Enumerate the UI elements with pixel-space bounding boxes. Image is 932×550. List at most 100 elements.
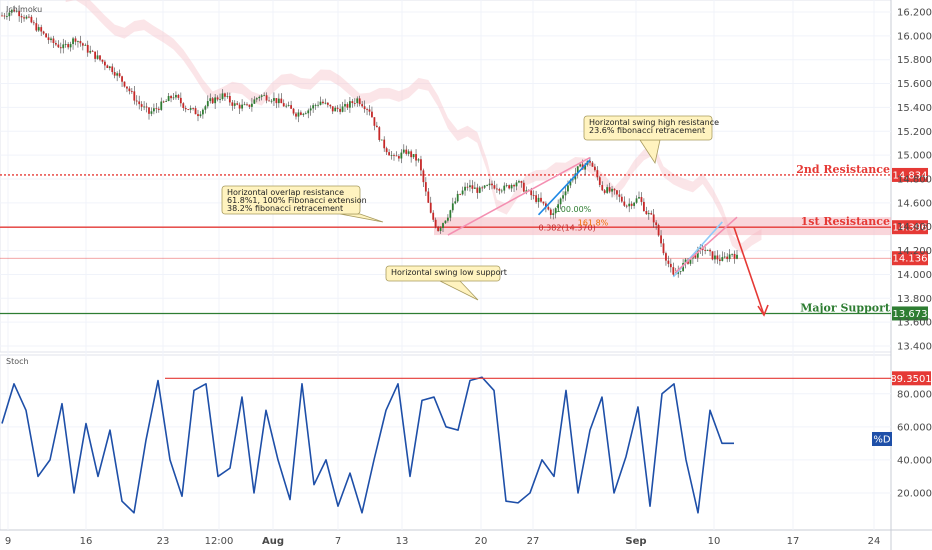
candle-body — [542, 201, 545, 204]
candle-body — [620, 196, 623, 202]
candle-body — [50, 38, 52, 41]
candle-body — [251, 103, 253, 107]
candle-body — [197, 114, 199, 117]
candle-body — [731, 253, 733, 255]
candle-body — [255, 98, 258, 100]
candle-body — [594, 166, 596, 171]
candle-body — [363, 106, 366, 110]
stochastic-line: 89.3501 %D — [1, 371, 932, 514]
fib-label: 161.8% — [578, 219, 609, 228]
candle-body — [518, 181, 520, 183]
candle-body — [473, 187, 476, 189]
candle-body — [478, 187, 481, 193]
price-tick-label: 14.400 — [897, 222, 932, 233]
candle-body — [8, 12, 11, 17]
candle-body — [74, 38, 77, 42]
candle-body — [564, 191, 567, 196]
candle-body — [420, 159, 422, 171]
candle-body — [216, 97, 219, 100]
time-tick-label: 16 — [80, 536, 93, 547]
candle-body — [618, 194, 621, 197]
candle-body — [84, 44, 87, 46]
candle-body — [466, 186, 469, 188]
price-tick-label: 14.000 — [897, 270, 932, 281]
candle-body — [549, 209, 552, 215]
candle-body — [655, 222, 658, 226]
candle-body — [437, 226, 439, 231]
candle-body — [704, 249, 707, 251]
candle-body — [344, 104, 346, 107]
time-tick-label: 9 — [5, 536, 11, 547]
candle-body — [162, 101, 165, 103]
stoch-d-line — [1, 376, 734, 514]
candle-body — [349, 101, 351, 108]
candle-body — [493, 185, 496, 189]
candle-body — [415, 154, 417, 161]
price-tick-label: 16.200 — [897, 7, 932, 18]
candle-body — [444, 220, 447, 224]
candle-body — [346, 104, 349, 108]
level-badge — [892, 167, 928, 182]
candle-body — [557, 204, 560, 209]
candle-body — [96, 55, 99, 59]
candle-body — [728, 254, 731, 260]
candle-body — [447, 217, 449, 221]
candle-body — [699, 247, 702, 249]
annotation-box — [221, 185, 361, 215]
price-tick-label: 13.400 — [897, 342, 932, 353]
candle-body — [393, 155, 395, 156]
time-tick-label: 10 — [708, 536, 721, 547]
candle-body — [532, 195, 535, 196]
candle-body — [442, 223, 444, 228]
candle-body — [113, 72, 116, 76]
candle-body — [589, 160, 591, 163]
candle-body — [432, 212, 435, 220]
candle-body — [625, 205, 628, 207]
candle-body — [679, 270, 682, 272]
fib-label: 0.382(14.370) — [539, 223, 596, 232]
candle-body — [62, 44, 65, 49]
candle-body — [263, 95, 266, 97]
candle-body — [689, 258, 692, 264]
candle-body — [135, 100, 138, 102]
candle-body — [67, 44, 70, 48]
candle-body — [37, 27, 40, 31]
level-badge-label: 14.396 — [893, 223, 928, 234]
candle-body — [35, 23, 38, 31]
candle-body — [64, 44, 67, 45]
candle-body — [179, 97, 182, 104]
candle-body — [253, 99, 256, 104]
top-indicator-label: Ichimoku — [6, 5, 42, 14]
candle-body — [101, 59, 104, 62]
candle-body — [567, 185, 569, 192]
candle-body — [483, 185, 486, 188]
candle-body — [243, 104, 246, 106]
candle-body — [314, 105, 317, 106]
fib-label: 100.00% — [556, 205, 592, 214]
candle-body — [77, 41, 79, 42]
stoch-tick-label: 60.0000 — [897, 422, 932, 433]
level-name: 1st Resistance — [801, 215, 890, 228]
stoch-tick-label: 80.0000 — [897, 389, 932, 400]
candle-body — [150, 111, 153, 114]
candle-body — [657, 225, 660, 236]
candle-body — [486, 185, 488, 187]
price-tick-label: 13.600 — [897, 318, 932, 329]
candle-body — [395, 155, 398, 157]
candle-body — [638, 197, 640, 199]
candle-body — [1, 15, 3, 17]
candle-body — [329, 104, 332, 107]
candle-body — [491, 183, 493, 186]
candle-body — [6, 16, 8, 17]
stoch-level-badge — [892, 371, 931, 386]
ichimoku-cloud — [65, 0, 762, 254]
candle-body — [138, 101, 141, 105]
candle-body — [236, 103, 239, 105]
candle-body — [471, 185, 474, 189]
candle-body — [300, 112, 302, 115]
level-name: Major Support — [800, 301, 891, 314]
candle-body — [505, 185, 508, 187]
candle-body — [231, 102, 234, 106]
candle-body — [204, 106, 207, 110]
